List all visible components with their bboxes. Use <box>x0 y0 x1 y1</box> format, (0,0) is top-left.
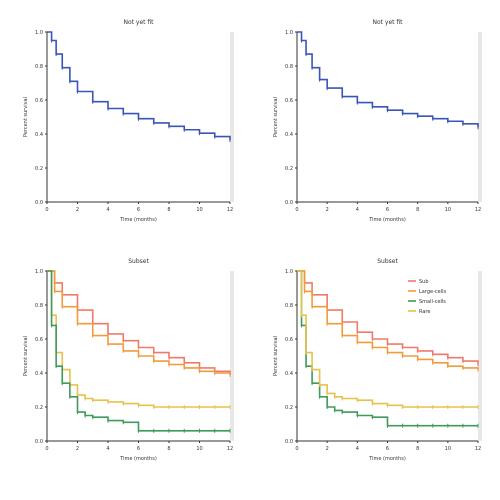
legend-label: Sub <box>419 279 429 285</box>
x-tick-label: 10 <box>196 446 202 452</box>
x-tick-label: 10 <box>196 207 202 213</box>
x-tick-label: 6 <box>386 207 389 213</box>
x-axis-title: Time (months) <box>119 217 157 223</box>
x-tick-label: 4 <box>106 207 109 213</box>
x-tick-label: 0 <box>295 207 298 213</box>
y-tick-label: 0.4 <box>285 132 293 138</box>
chart-panel-3: Subset 0 2 4 6 8 10 12 0.0 0.2 0.4 0.6 0.8 1.0 Time (m… <box>23 258 234 462</box>
y-tick-label: 0.2 <box>35 166 43 172</box>
plot-border <box>478 32 482 202</box>
y-tick-label: 0.4 <box>35 371 43 377</box>
survival-curve-2 <box>297 270 479 370</box>
y-tick-label: 0.6 <box>285 337 293 343</box>
chart-title: Subset <box>128 258 149 265</box>
plot-border <box>230 271 234 441</box>
x-tick-label: 10 <box>445 446 451 452</box>
y-tick-label: 0.4 <box>285 371 293 377</box>
x-tick-label: 8 <box>416 207 419 213</box>
y-tick-label: 0.0 <box>285 200 293 206</box>
y-tick-label: 0.0 <box>285 439 293 445</box>
y-axis-title: Percent survival <box>23 336 29 376</box>
x-axis-title: Time (months) <box>368 217 406 223</box>
survival-curve-1 <box>47 31 231 140</box>
x-tick-label: 12 <box>475 207 481 213</box>
survival-curve-3 <box>47 270 230 408</box>
x-tick-label: 10 <box>445 207 451 213</box>
x-tick-label: 4 <box>356 207 359 213</box>
y-axis-title: Percent survival <box>23 97 29 137</box>
survival-curve-1 <box>47 270 231 375</box>
survival-curve-2 <box>47 270 231 375</box>
x-axis-title: Time (months) <box>119 456 157 462</box>
chart-panel-4: Subset 0 2 4 6 8 10 12 0.0 0.2 0.4 0.6 0.8 1.0 Time (m… <box>273 258 482 462</box>
y-tick-label: 0.4 <box>35 132 43 138</box>
x-tick-label: 6 <box>386 446 389 452</box>
y-tick-label: 0.2 <box>35 405 43 411</box>
y-tick-label: 1.0 <box>285 269 293 275</box>
x-tick-label: 2 <box>326 207 329 213</box>
y-tick-label: 1.0 <box>285 30 293 36</box>
survival-curve-1 <box>297 31 479 128</box>
x-tick-label: 2 <box>326 446 329 452</box>
y-axis-title: Percent survival <box>273 97 279 137</box>
x-tick-label: 6 <box>137 446 140 452</box>
legend-label: Large-cells <box>419 289 446 295</box>
x-tick-label: 12 <box>475 446 481 452</box>
x-tick-label: 4 <box>106 446 109 452</box>
y-tick-label: 0.8 <box>35 303 43 309</box>
x-tick-label: 0 <box>45 446 48 452</box>
y-tick-label: 0.6 <box>35 98 43 104</box>
y-tick-label: 0.2 <box>285 166 293 172</box>
chart-title: Not yet fit <box>123 19 154 26</box>
y-axis-title: Percent survival <box>273 336 279 376</box>
x-axis-title: Time (months) <box>368 456 406 462</box>
legend-label: Small-cells <box>419 299 446 305</box>
y-tick-label: 0.6 <box>285 98 293 104</box>
y-tick-label: 0.8 <box>35 64 43 70</box>
x-tick-label: 8 <box>416 446 419 452</box>
x-tick-label: 0 <box>45 207 48 213</box>
y-tick-label: 1.0 <box>35 269 43 275</box>
y-tick-label: 0.0 <box>35 200 43 206</box>
y-tick-label: 1.0 <box>35 30 43 36</box>
y-tick-label: 0.6 <box>35 337 43 343</box>
x-tick-label: 8 <box>167 446 170 452</box>
legend-label: Rare <box>419 309 430 315</box>
x-tick-label: 2 <box>76 207 79 213</box>
x-tick-label: 0 <box>295 446 298 452</box>
plot-border <box>230 32 234 202</box>
y-tick-label: 0.0 <box>35 439 43 445</box>
plot-border <box>478 271 482 441</box>
chart-title: Not yet fit <box>372 19 403 26</box>
x-tick-label: 12 <box>227 207 233 213</box>
legend: Sub Large-cells Small-cells Rare <box>408 279 446 315</box>
y-tick-label: 0.8 <box>285 303 293 309</box>
y-tick-label: 0.8 <box>285 64 293 70</box>
x-tick-label: 2 <box>76 446 79 452</box>
chart-panel-1: Not yet fit 0 2 4 6 8 10 12 0.0 0.2 0.4 0.6 0.8 1.0 Ti… <box>23 19 234 223</box>
chart-panel-2: Not yet fit 0 2 4 6 8 10 12 0.0 0.2 0.4 0.6 0.8 1.0 Ti… <box>273 19 482 223</box>
y-tick-label: 0.2 <box>285 405 293 411</box>
x-tick-label: 12 <box>227 446 233 452</box>
x-tick-label: 4 <box>356 446 359 452</box>
x-tick-label: 8 <box>167 207 170 213</box>
x-tick-label: 6 <box>137 207 140 213</box>
chart-title: Subset <box>377 258 398 265</box>
